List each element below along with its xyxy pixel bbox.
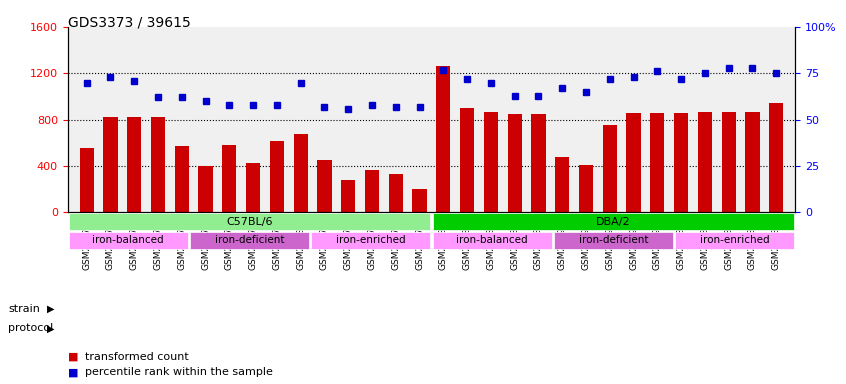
- Bar: [602, 126, 617, 212]
- FancyBboxPatch shape: [311, 232, 431, 249]
- FancyBboxPatch shape: [432, 214, 794, 230]
- FancyBboxPatch shape: [69, 232, 188, 249]
- Bar: [174, 146, 189, 212]
- Text: strain: strain: [8, 304, 41, 314]
- Text: C57BL/6: C57BL/6: [227, 217, 272, 227]
- Text: iron-deficient: iron-deficient: [215, 235, 284, 245]
- Text: iron-balanced: iron-balanced: [456, 235, 528, 245]
- Text: iron-enriched: iron-enriched: [700, 235, 769, 245]
- Text: ■: ■: [68, 352, 78, 362]
- Text: iron-deficient: iron-deficient: [579, 235, 648, 245]
- Text: ■: ■: [68, 367, 78, 377]
- Bar: [413, 189, 426, 212]
- Bar: [460, 108, 475, 212]
- Text: ▶: ▶: [47, 304, 54, 314]
- FancyBboxPatch shape: [190, 232, 309, 249]
- Bar: [388, 174, 403, 212]
- Bar: [722, 112, 736, 212]
- Bar: [103, 118, 118, 212]
- Bar: [151, 118, 165, 212]
- Text: percentile rank within the sample: percentile rank within the sample: [85, 367, 272, 377]
- Text: iron-enriched: iron-enriched: [336, 235, 405, 245]
- Bar: [317, 160, 332, 212]
- Bar: [437, 66, 450, 212]
- Text: iron-balanced: iron-balanced: [92, 235, 164, 245]
- Text: transformed count: transformed count: [85, 352, 189, 362]
- Bar: [555, 157, 569, 212]
- Text: GDS3373 / 39615: GDS3373 / 39615: [68, 15, 190, 29]
- Bar: [745, 112, 760, 212]
- Bar: [222, 145, 237, 212]
- Bar: [199, 166, 212, 212]
- FancyBboxPatch shape: [554, 232, 673, 249]
- Bar: [674, 113, 689, 212]
- Bar: [484, 112, 498, 212]
- Bar: [626, 113, 640, 212]
- Bar: [531, 114, 546, 212]
- Bar: [294, 134, 308, 212]
- FancyBboxPatch shape: [432, 232, 552, 249]
- FancyBboxPatch shape: [675, 232, 794, 249]
- Bar: [80, 147, 94, 212]
- Bar: [579, 165, 593, 212]
- Bar: [127, 118, 141, 212]
- Bar: [651, 113, 664, 212]
- Text: protocol: protocol: [8, 323, 53, 333]
- Bar: [769, 103, 783, 212]
- Bar: [698, 112, 712, 212]
- FancyBboxPatch shape: [69, 214, 431, 230]
- Text: ▶: ▶: [47, 323, 54, 333]
- Bar: [270, 141, 284, 212]
- Bar: [508, 114, 522, 212]
- Bar: [341, 180, 355, 212]
- Bar: [246, 162, 261, 212]
- Bar: [365, 170, 379, 212]
- Text: DBA/2: DBA/2: [596, 217, 630, 227]
